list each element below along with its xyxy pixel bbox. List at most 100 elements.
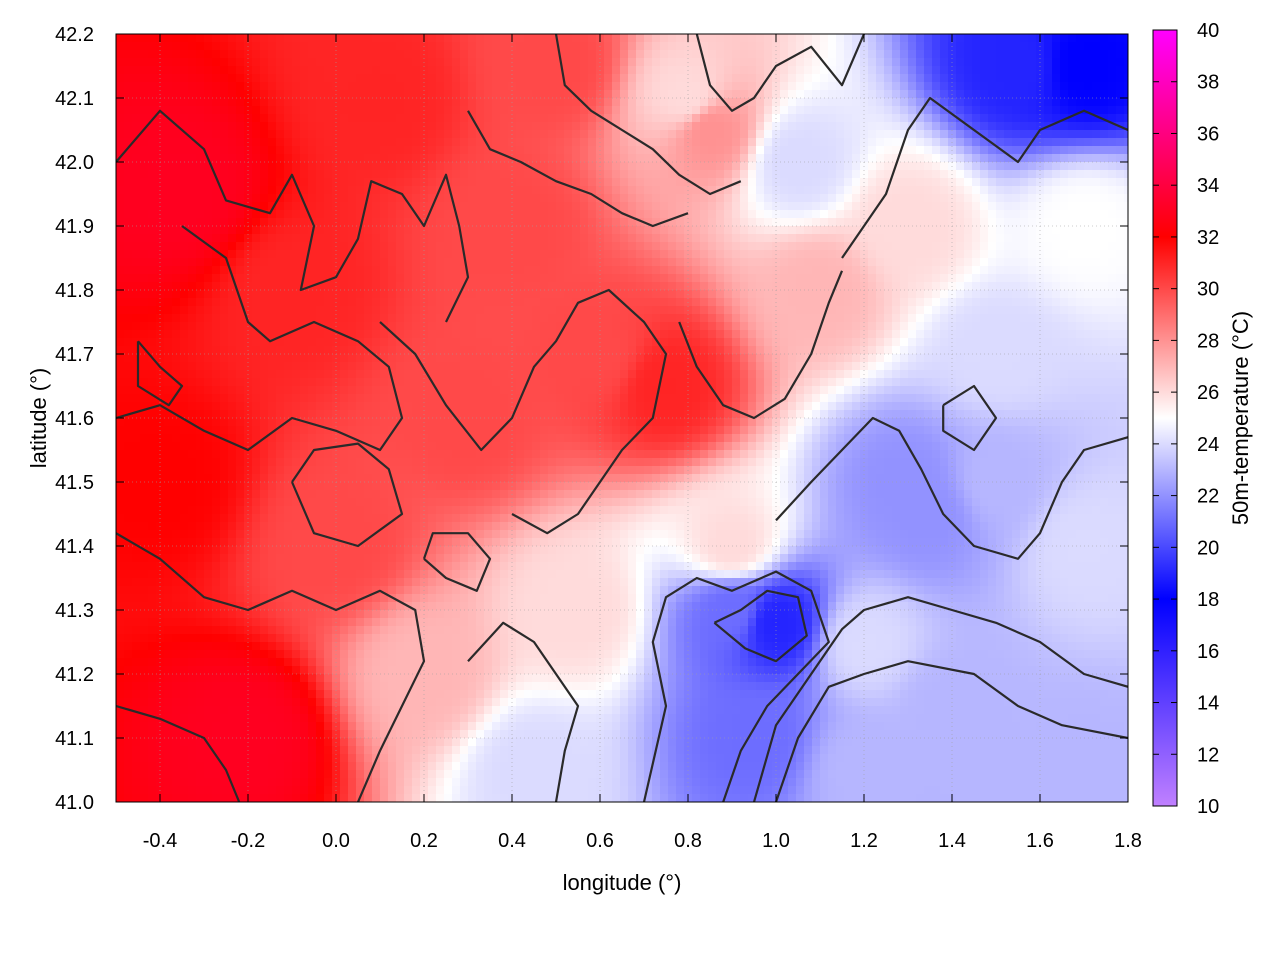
- heatmap-cell: [236, 210, 245, 219]
- heatmap-cell: [1116, 114, 1125, 123]
- heatmap-cell: [1124, 74, 1128, 83]
- heatmap-cell: [148, 298, 157, 307]
- heatmap-cell: [932, 194, 941, 203]
- heatmap-cell: [620, 330, 629, 339]
- heatmap-cell: [284, 242, 293, 251]
- heatmap-cell: [668, 138, 677, 147]
- heatmap-cell: [196, 210, 205, 219]
- heatmap-cell: [716, 90, 725, 99]
- heatmap-cell: [308, 114, 317, 123]
- heatmap-cell: [748, 98, 757, 107]
- heatmap-cell: [1108, 114, 1117, 123]
- heatmap-cell: [388, 234, 397, 243]
- heatmap-cell: [868, 314, 877, 323]
- heatmap-cell: [1100, 122, 1109, 131]
- heatmap-cell: [700, 218, 709, 227]
- heatmap-cell: [748, 338, 757, 347]
- heatmap-cell: [132, 346, 141, 355]
- heatmap-cell: [636, 106, 645, 115]
- heatmap-cell: [1052, 66, 1061, 75]
- heatmap-cell: [908, 34, 917, 43]
- heatmap-cell: [828, 66, 837, 75]
- heatmap-cell: [1100, 74, 1109, 83]
- heatmap-cell: [940, 338, 949, 347]
- heatmap-cell: [204, 250, 213, 259]
- heatmap-cell: [476, 74, 485, 83]
- heatmap-cell: [1100, 138, 1109, 147]
- heatmap-cell: [516, 50, 525, 59]
- heatmap-cell: [292, 330, 301, 339]
- heatmap-cell: [716, 258, 725, 267]
- heatmap-cell: [964, 218, 973, 227]
- heatmap-cell: [212, 90, 221, 99]
- heatmap-cell: [708, 42, 717, 51]
- heatmap-cell: [292, 162, 301, 171]
- heatmap-cell: [972, 162, 981, 171]
- heatmap-cell: [1060, 226, 1069, 235]
- heatmap-cell: [308, 50, 317, 59]
- heatmap-cell: [988, 122, 997, 131]
- heatmap-cell: [260, 162, 269, 171]
- heatmap-cell: [356, 90, 365, 99]
- heatmap-cell: [212, 298, 221, 307]
- heatmap-cell: [180, 74, 189, 83]
- heatmap-cell: [884, 130, 893, 139]
- heatmap-cell: [756, 330, 765, 339]
- heatmap-cell: [900, 66, 909, 75]
- heatmap-cell: [900, 234, 909, 243]
- heatmap-cell: [628, 258, 637, 267]
- heatmap-cell: [196, 122, 205, 131]
- heatmap-cell: [468, 218, 477, 227]
- heatmap-cell: [644, 234, 653, 243]
- heatmap-cell: [1124, 186, 1128, 195]
- heatmap-cell: [524, 266, 533, 275]
- heatmap-cell: [284, 130, 293, 139]
- heatmap-cell: [524, 138, 533, 147]
- heatmap-cell: [604, 138, 613, 147]
- heatmap-cell: [652, 266, 661, 275]
- heatmap-cell: [500, 42, 509, 51]
- heatmap-cell: [708, 242, 717, 251]
- heatmap-cell: [1012, 74, 1021, 83]
- heatmap-cell: [284, 58, 293, 67]
- heatmap-cell: [524, 90, 533, 99]
- heatmap-cell: [820, 138, 829, 147]
- heatmap-cell: [804, 250, 813, 259]
- heatmap-cell: [236, 98, 245, 107]
- heatmap-cell: [612, 162, 621, 171]
- heatmap-cell: [372, 50, 381, 59]
- heatmap-cell: [140, 34, 149, 43]
- heatmap-cell: [204, 194, 213, 203]
- heatmap-cell: [828, 90, 837, 99]
- heatmap-cell: [980, 138, 989, 147]
- heatmap-cell: [588, 226, 597, 235]
- heatmap-cell: [348, 306, 357, 315]
- heatmap-cell: [812, 234, 821, 243]
- heatmap-cell: [644, 42, 653, 51]
- heatmap-cell: [252, 186, 261, 195]
- heatmap-cell: [356, 306, 365, 315]
- heatmap-cell: [436, 234, 445, 243]
- heatmap-cell: [876, 122, 885, 131]
- heatmap-cell: [412, 234, 421, 243]
- heatmap-cell: [980, 322, 989, 331]
- heatmap-cell: [220, 74, 229, 83]
- heatmap-cell: [436, 242, 445, 251]
- heatmap-cell: [1060, 290, 1069, 299]
- heatmap-cell: [484, 194, 493, 203]
- heatmap-cell: [652, 138, 661, 147]
- heatmap-cell: [356, 346, 365, 355]
- heatmap-cell: [564, 114, 573, 123]
- heatmap-cell: [732, 226, 741, 235]
- heatmap-cell: [380, 114, 389, 123]
- heatmap-cell: [940, 194, 949, 203]
- heatmap-cell: [1004, 314, 1013, 323]
- heatmap-cell: [1076, 226, 1085, 235]
- heatmap-cell: [908, 130, 917, 139]
- heatmap-cell: [124, 98, 133, 107]
- heatmap-cell: [188, 242, 197, 251]
- heatmap-cell: [1100, 58, 1109, 67]
- heatmap-cell: [932, 242, 941, 251]
- heatmap-cell: [164, 90, 173, 99]
- heatmap-cell: [188, 306, 197, 315]
